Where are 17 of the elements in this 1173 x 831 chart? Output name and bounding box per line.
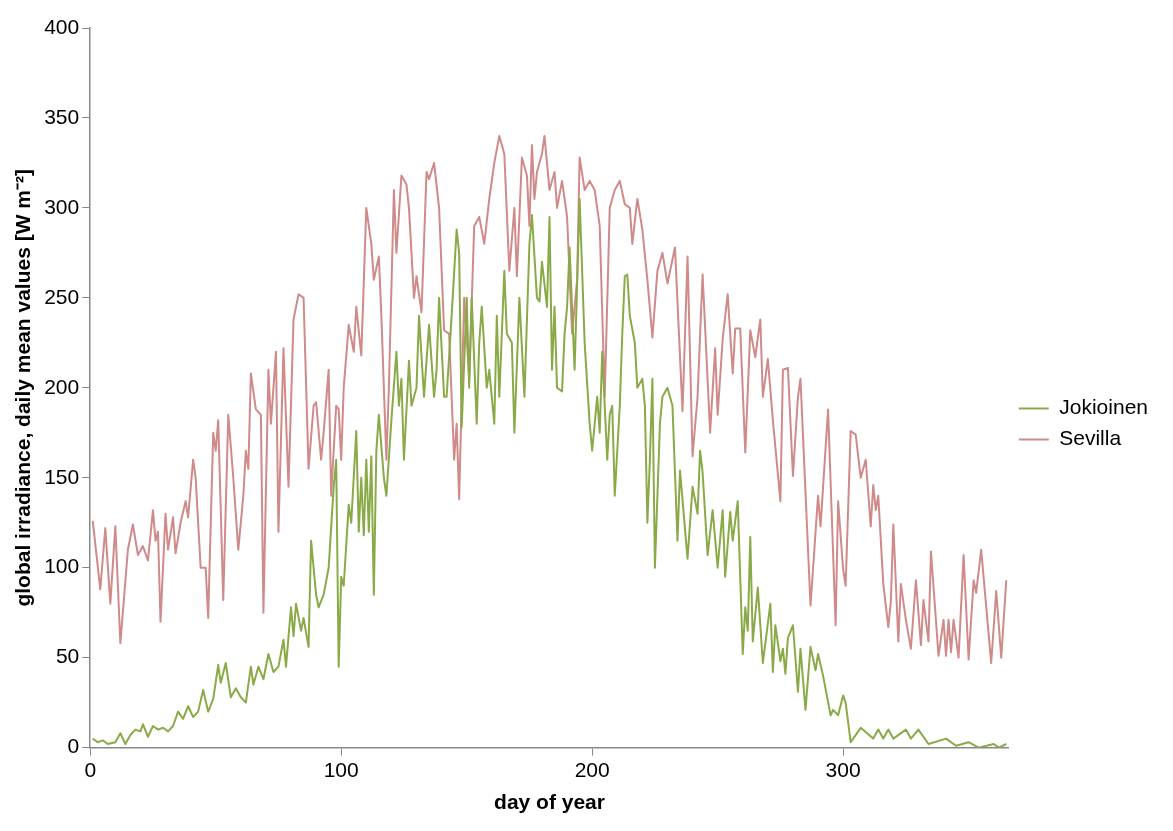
y-tick-label: 250 xyxy=(44,284,80,308)
y-tick-label: 0 xyxy=(67,734,80,758)
x-tick-label: 100 xyxy=(323,758,359,781)
y-tick-label: 350 xyxy=(44,104,80,128)
x-tick-label: 0 xyxy=(84,758,97,781)
x-axis-title: day of year xyxy=(494,790,605,814)
x-tick-label: 300 xyxy=(825,758,861,781)
y-tick-label: 100 xyxy=(44,554,80,578)
y-tick-label: 150 xyxy=(44,464,80,488)
legend-label: Jokioinen xyxy=(1059,395,1149,419)
y-tick-label: 300 xyxy=(44,194,80,218)
y-tick-label: 200 xyxy=(44,374,80,398)
x-tick-label: 200 xyxy=(574,758,610,781)
legend-label: Sevilla xyxy=(1059,426,1122,450)
y-tick-label: 400 xyxy=(44,14,80,38)
y-axis-title: global irradiance, daily mean values [W m⁻²] xyxy=(11,168,35,607)
y-tick-label: 50 xyxy=(55,644,80,668)
